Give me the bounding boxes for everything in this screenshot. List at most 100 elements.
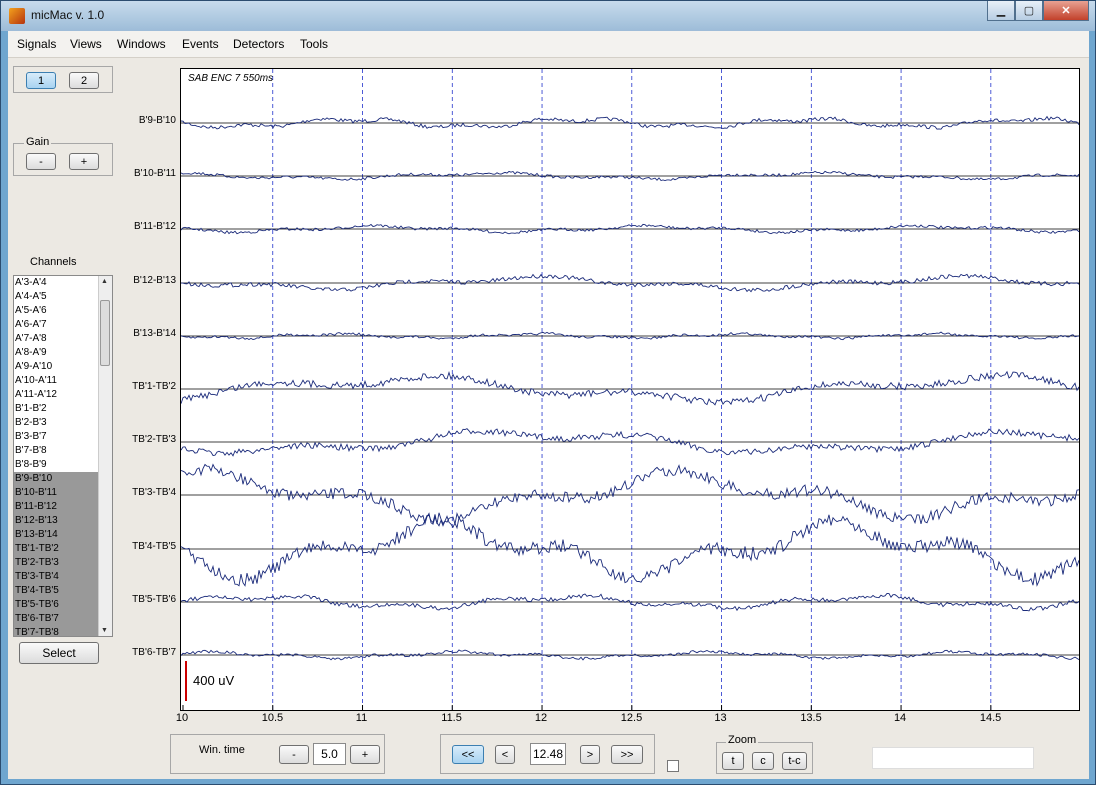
channel-list-item[interactable]: B'12-B'13: [14, 514, 112, 528]
channel-list-item[interactable]: TB'6-TB'7: [14, 612, 112, 626]
channel-list-item[interactable]: B'9-B'10: [14, 472, 112, 486]
channel-list-item[interactable]: B'8-B'9: [15, 459, 47, 470]
channel-items: A'3-A'4 A'4-A'5 A'5-A'6 A'6-A'7 A'7-A'8 A'8-A…: [14, 276, 112, 636]
channel-label: TB'1-TB'2: [132, 381, 176, 392]
eeg-trace: [180, 331, 1080, 341]
zoom-tc-button[interactable]: t-c: [782, 752, 807, 770]
menu-tools[interactable]: Tools: [300, 37, 329, 51]
channel-list-item[interactable]: A'3-A'4: [15, 277, 47, 288]
zoom-panel: [716, 742, 813, 774]
scale-label: 400 uV: [193, 673, 235, 688]
channel-label: B'13-B'14: [133, 328, 176, 339]
channel-label: TB'6-TB'7: [132, 647, 176, 658]
eeg-trace: [180, 370, 1080, 406]
menu-events[interactable]: Events: [182, 37, 219, 51]
channel-list-item[interactable]: A'11-A'12: [15, 389, 57, 400]
nav-first-button[interactable]: <<: [452, 745, 484, 764]
channel-list-item[interactable]: A'7-A'8: [15, 333, 47, 344]
close-button[interactable]: ✕: [1043, 1, 1089, 21]
eeg-trace: [180, 223, 1080, 235]
nav-prev-button[interactable]: <: [495, 745, 515, 764]
menu-windows[interactable]: Windows: [117, 37, 166, 51]
x-tick-label: 10.5: [261, 712, 284, 724]
channel-list-item[interactable]: A'5-A'6: [15, 305, 47, 316]
eeg-trace: [180, 463, 1080, 527]
x-tick-label: 10: [175, 712, 189, 724]
scroll-thumb[interactable]: [100, 300, 110, 366]
x-tick-label: 13: [714, 712, 727, 724]
win-time-input[interactable]: 5.0: [313, 743, 346, 765]
gain-panel: [13, 143, 113, 176]
menu-detectors[interactable]: Detectors: [233, 37, 285, 51]
page-1-button[interactable]: 1: [26, 72, 56, 89]
channel-label: B'10-B'11: [134, 168, 176, 179]
channel-list-item[interactable]: TB'4-TB'5: [14, 584, 112, 598]
minimize-button[interactable]: ▁: [987, 1, 1015, 21]
channel-list-item[interactable]: A'6-A'7: [15, 319, 47, 330]
channel-list-item[interactable]: TB'5-TB'6: [14, 598, 112, 612]
channel-list-item[interactable]: TB'7-TB'8: [14, 626, 112, 636]
gain-plus-button[interactable]: +: [69, 153, 99, 170]
maximize-button[interactable]: ▢: [1015, 1, 1043, 21]
menu-views[interactable]: Views: [70, 37, 102, 51]
channel-list-item[interactable]: TB'3-TB'4: [14, 570, 112, 584]
channel-label: TB'2-TB'3: [132, 434, 176, 445]
channel-list-item[interactable]: TB'2-TB'3: [14, 556, 112, 570]
eeg-trace: [180, 649, 1080, 661]
channel-list-item[interactable]: A'10-A'11: [15, 375, 57, 386]
zoom-t-button[interactable]: t: [722, 752, 744, 770]
channel-label: TB'5-TB'6: [132, 594, 176, 605]
channel-list-item[interactable]: B'1-B'2: [15, 403, 47, 414]
x-tick-label: 11.5: [441, 712, 462, 724]
nav-last-button[interactable]: >>: [611, 745, 643, 764]
menu-bar: Signals Views Windows Events Detectors T…: [8, 31, 1089, 58]
gain-minus-button[interactable]: -: [26, 153, 56, 170]
channel-list-item[interactable]: TB'1-TB'2: [14, 542, 112, 556]
channels-label: Channels: [30, 256, 77, 268]
x-tick-label: 14.5: [979, 712, 1002, 724]
zoom-c-button[interactable]: c: [752, 752, 774, 770]
status-field: [872, 747, 1034, 769]
matlab-icon: [9, 8, 25, 24]
page-2-button[interactable]: 2: [69, 72, 99, 89]
channel-label: B'12-B'13: [133, 275, 176, 286]
navigation-panel: [440, 734, 655, 774]
time-position-input[interactable]: 12.48: [530, 743, 566, 765]
channel-list-item[interactable]: A'8-A'9: [15, 347, 47, 358]
signal-plot[interactable]: SAB ENC 7 550ms 400 uV: [180, 68, 1080, 711]
page-panel: [13, 66, 113, 93]
channel-list-item[interactable]: B'3-B'7: [15, 431, 47, 442]
channel-list-item[interactable]: B'7-B'8: [15, 445, 47, 456]
channel-list-item[interactable]: B'13-B'14: [14, 528, 112, 542]
win-time-minus-button[interactable]: -: [279, 745, 309, 764]
x-tick-label: 12.5: [620, 712, 643, 724]
channel-list-item[interactable]: A'9-A'10: [15, 361, 53, 372]
scroll-up-icon[interactable]: ▲: [101, 278, 108, 285]
zoom-label: Zoom: [726, 734, 759, 746]
eeg-trace: [180, 428, 1080, 457]
gain-label: Gain: [24, 136, 52, 148]
win-time-plus-button[interactable]: +: [350, 745, 380, 764]
channel-label: TB'3-TB'4: [132, 487, 176, 498]
recording-annotation: SAB ENC 7 550ms: [188, 73, 274, 84]
signal-plot-svg: [180, 69, 1080, 710]
channel-list-item[interactable]: B'10-B'11: [14, 486, 112, 500]
option-checkbox[interactable]: [667, 760, 679, 772]
menu-signals[interactable]: Signals: [17, 37, 57, 51]
channel-list[interactable]: A'3-A'4 A'4-A'5 A'5-A'6 A'6-A'7 A'7-A'8 A'8-A…: [13, 275, 113, 637]
channel-label: B'11-B'12: [134, 221, 176, 232]
channel-list-item[interactable]: B'11-B'12: [14, 500, 112, 514]
win-time-label: Win. time: [199, 744, 245, 756]
nav-next-button[interactable]: >: [580, 745, 600, 764]
channel-list-item[interactable]: B'2-B'3: [15, 417, 47, 428]
scroll-down-icon[interactable]: ▼: [101, 627, 108, 634]
select-button[interactable]: Select: [19, 642, 99, 664]
x-tick-label: 13.5: [800, 712, 822, 724]
client-area: Signals Views Windows Events Detectors T…: [8, 31, 1089, 779]
channel-scrollbar[interactable]: ▲ ▼: [98, 276, 112, 636]
eeg-trace: [180, 115, 1080, 130]
eeg-trace: [180, 512, 1080, 587]
channel-list-item[interactable]: A'4-A'5: [15, 291, 47, 302]
eeg-trace: [181, 273, 1080, 293]
